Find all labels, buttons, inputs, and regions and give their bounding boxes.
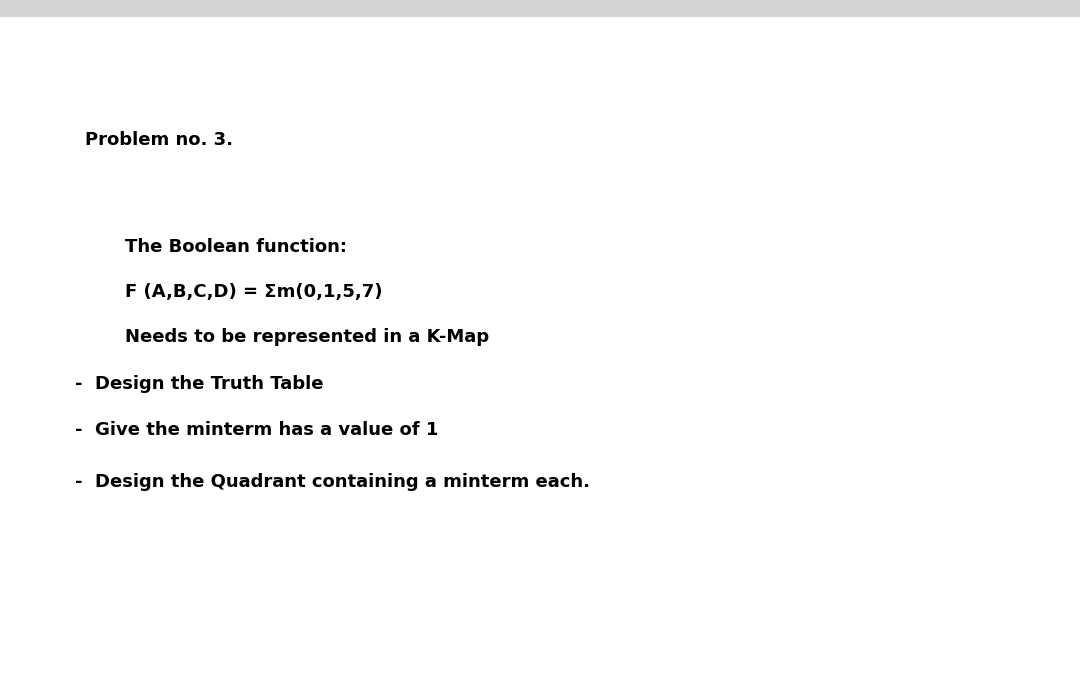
Text: Problem no. 3.: Problem no. 3. bbox=[85, 131, 233, 149]
Bar bbox=[0, 0, 1080, 17]
Text: -  Design the Truth Table: - Design the Truth Table bbox=[75, 375, 324, 393]
Text: The Boolean function:: The Boolean function: bbox=[125, 238, 347, 256]
Text: -  Design the Quadrant containing a minterm each.: - Design the Quadrant containing a minte… bbox=[75, 473, 590, 491]
Text: Needs to be represented in a K-Map: Needs to be represented in a K-Map bbox=[125, 328, 489, 346]
Text: -  Give the minterm has a value of 1: - Give the minterm has a value of 1 bbox=[75, 421, 438, 439]
Text: F (A,B,C,D) = Σm(0,1,5,7): F (A,B,C,D) = Σm(0,1,5,7) bbox=[125, 283, 382, 301]
